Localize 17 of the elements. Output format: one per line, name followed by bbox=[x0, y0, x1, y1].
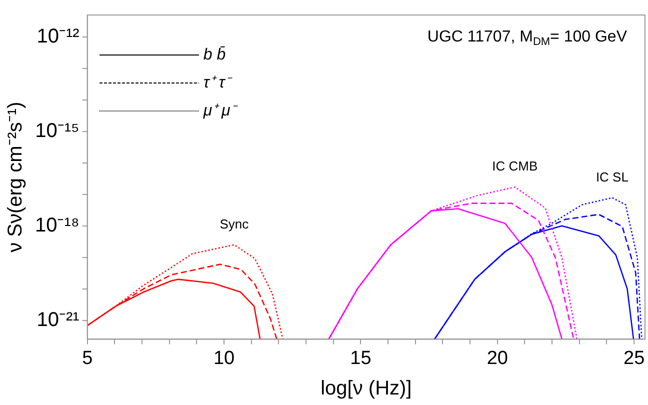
y-tick-label: 10⁻²¹ bbox=[36, 308, 80, 331]
x-tick-label: 25 bbox=[623, 348, 645, 369]
annotation: μ⁺ μ⁻ bbox=[202, 102, 238, 120]
y-axis-title: ν Sν(erg cm⁻²s⁻¹) bbox=[4, 102, 27, 252]
annotation: b b̄ bbox=[203, 46, 226, 64]
annotation: τ⁺ τ⁻ bbox=[203, 74, 233, 92]
x-tick-label: 10 bbox=[213, 348, 235, 369]
x-tick-label: 15 bbox=[350, 348, 372, 369]
annotation: IC SL bbox=[596, 169, 628, 184]
y-tick-label: 10⁻¹⁵ bbox=[35, 120, 80, 142]
x-axis-title: log[ν (Hz)] bbox=[320, 378, 412, 400]
annotation: Sync bbox=[220, 216, 250, 232]
x-tick-label: 5 bbox=[82, 348, 93, 369]
annotation: IC CMB bbox=[492, 158, 538, 174]
y-tick-label: 10⁻¹² bbox=[36, 26, 80, 48]
y-tick-label: 10⁻¹⁸ bbox=[35, 214, 80, 236]
x-tick-label: 20 bbox=[486, 348, 508, 369]
